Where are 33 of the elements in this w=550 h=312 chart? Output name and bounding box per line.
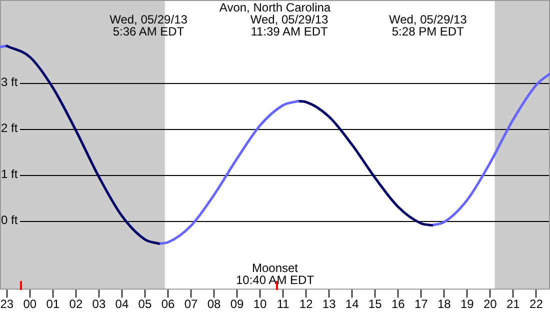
x-tick-label: 10 bbox=[253, 297, 268, 312]
x-tick-label: 09 bbox=[230, 297, 244, 312]
x-tick-label: 20 bbox=[483, 297, 498, 312]
x-tick-label: 06 bbox=[161, 297, 175, 312]
x-tick-label: 01 bbox=[46, 297, 60, 312]
x-tick-label: 18 bbox=[437, 297, 452, 312]
x-tick-label: 14 bbox=[345, 297, 360, 312]
x-tick-label: 23 bbox=[0, 297, 14, 312]
annotation: Moonset 10:40 AM EDT bbox=[236, 260, 315, 287]
x-tick-label: 11 bbox=[276, 297, 290, 312]
annotation: Wed, 05/29/13 5:36 AM EDT bbox=[110, 12, 188, 38]
x-tick-label: 03 bbox=[92, 297, 106, 312]
y-tick-label: 0 ft bbox=[1, 212, 18, 227]
x-tick-label: 12 bbox=[299, 297, 314, 312]
x-tick-label: 08 bbox=[207, 297, 222, 312]
x-tick-label: 21 bbox=[506, 297, 520, 312]
y-tick-label: 2 ft bbox=[1, 121, 18, 136]
annotation: Wed, 05/29/13 5:28 PM EDT bbox=[388, 12, 468, 38]
x-tick-label: 05 bbox=[138, 297, 152, 312]
x-tick-label: 00 bbox=[23, 297, 37, 312]
y-tick-label: 3 ft bbox=[1, 75, 18, 90]
x-tick-label: 07 bbox=[184, 297, 198, 312]
x-tick-label: 22 bbox=[530, 297, 544, 312]
x-tick-label: 15 bbox=[368, 297, 382, 312]
x-tick-label: 02 bbox=[69, 297, 83, 312]
x-tick-label: 17 bbox=[414, 297, 428, 312]
x-tick-label: 16 bbox=[391, 297, 406, 312]
chart-title: Avon, North Carolina bbox=[219, 0, 331, 14]
y-tick-label: 1 ft bbox=[1, 166, 18, 181]
x-tick-label: 13 bbox=[322, 297, 336, 312]
annotation: Wed, 05/29/13 11:39 AM EDT bbox=[250, 12, 329, 38]
x-tick-label: 19 bbox=[460, 297, 474, 312]
x-tick-label: 04 bbox=[115, 297, 129, 312]
